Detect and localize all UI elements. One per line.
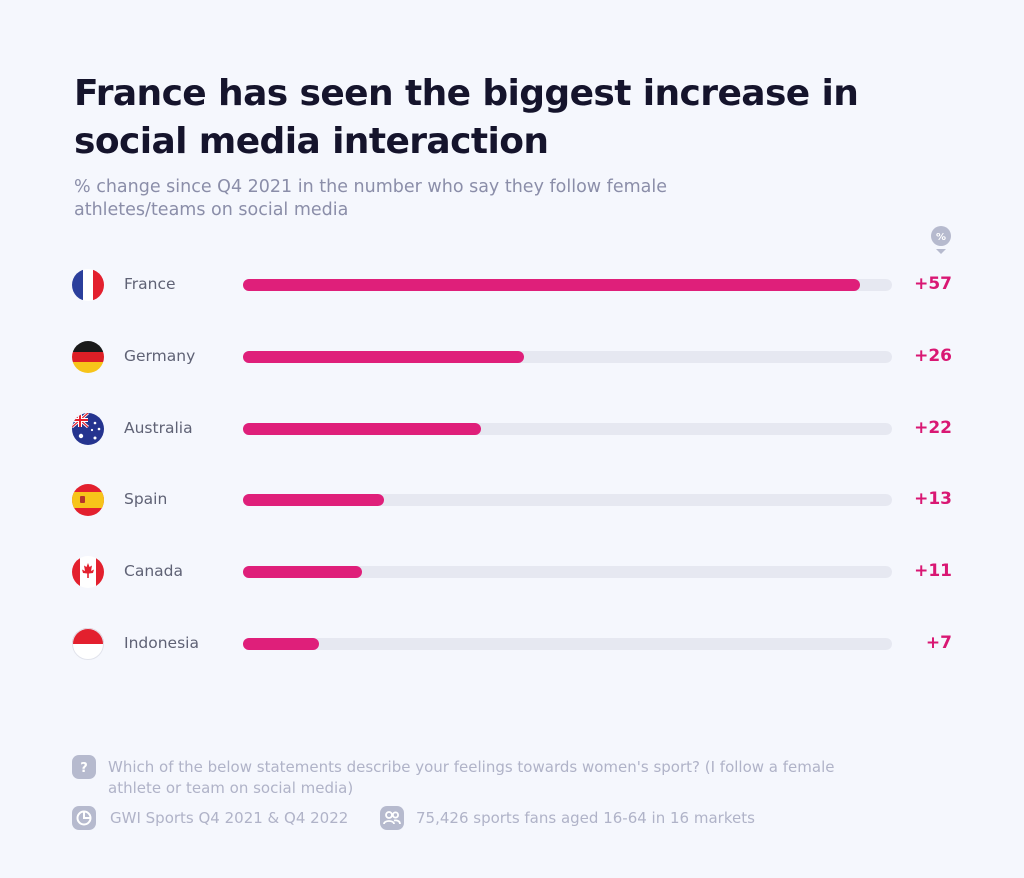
france-flag-icon: [72, 269, 104, 301]
category-label: France: [124, 275, 176, 293]
sample-note: 75,426 sports fans aged 16-64 in 16 mark…: [416, 809, 755, 827]
germany-flag-icon: [72, 340, 104, 373]
bar: [243, 566, 363, 579]
canada-flag-icon: [72, 556, 104, 589]
bar-row-spain: Spain +13: [0, 480, 1024, 520]
indonesia-flag-icon: [72, 628, 104, 660]
bar-track: [243, 422, 892, 435]
spain-flag-icon: [72, 484, 104, 517]
svg-text:?: ?: [80, 761, 88, 776]
question-icon: ?: [72, 755, 96, 779]
bar-row-indonesia: Indonesia +7: [0, 624, 1024, 664]
people-icon: [380, 806, 404, 830]
bar-row-canada: Canada +11: [0, 552, 1024, 592]
bar-track: [243, 638, 892, 650]
bar-track: [243, 350, 892, 363]
value-label: +57: [914, 274, 952, 294]
bar-row-australia: Australia +22: [0, 409, 1024, 449]
value-label: +22: [914, 417, 952, 438]
category-label: Germany: [124, 346, 196, 365]
bar: [243, 350, 525, 363]
bar-track: [243, 566, 892, 579]
value-label: +7: [925, 633, 952, 653]
category-label: Indonesia: [124, 634, 199, 652]
category-label: Spain: [124, 490, 168, 509]
bar: [243, 422, 482, 435]
bar-row-france: France +57: [0, 265, 1024, 305]
bar: [243, 494, 384, 507]
bar-track: [243, 279, 892, 291]
survey-question-note: Which of the below statements describe y…: [108, 758, 835, 797]
category-label: Canada: [124, 562, 183, 581]
percent-unit-label: %: [936, 232, 946, 243]
bar: [243, 279, 860, 291]
bar-row-germany: Germany +26: [0, 337, 1024, 377]
value-label: +13: [914, 489, 952, 510]
chart-title: France has seen the biggest increase in …: [74, 73, 859, 162]
value-label: +26: [914, 345, 952, 366]
bar: [243, 638, 319, 650]
chart-source-icon: [72, 806, 96, 830]
value-label: +11: [914, 561, 952, 582]
chart-subtitle: % change since Q4 2021 in the number who…: [74, 177, 667, 220]
bar-track: [243, 494, 892, 507]
percent-unit-badge: %: [931, 226, 951, 254]
category-label: Australia: [124, 418, 193, 437]
australia-flag-icon: [72, 412, 104, 445]
source-note: GWI Sports Q4 2021 & Q4 2022: [110, 809, 349, 827]
